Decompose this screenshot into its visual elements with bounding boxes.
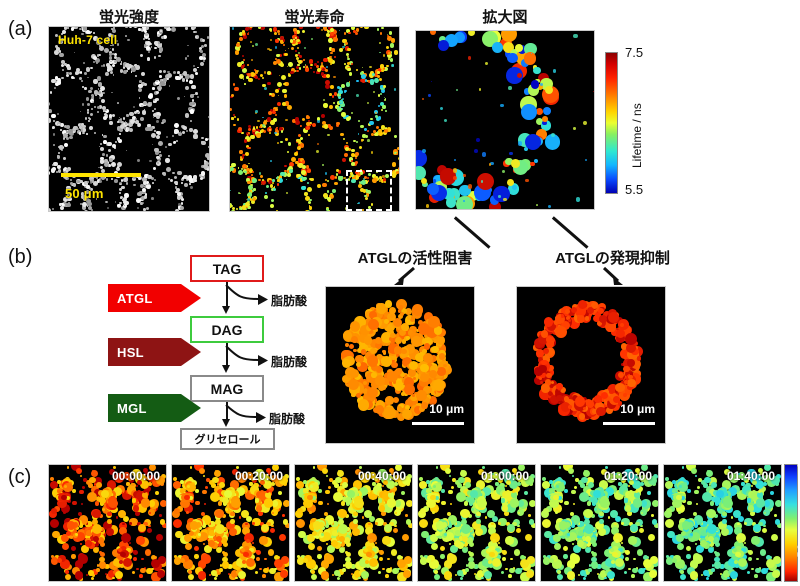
timestamp-0: 00:00:00	[111, 469, 160, 483]
byproduct-label-1: 脂肪酸	[271, 294, 308, 308]
scale-bar-label-b1: 10 μm	[429, 402, 464, 416]
enzyme-atgl: ATGL	[108, 284, 201, 312]
timestamp-3: 01:00:00	[480, 469, 529, 483]
node-dag: DAG	[190, 316, 264, 343]
byproduct-label-3: 脂肪酸	[269, 412, 306, 426]
arrow-mag-glycerol-head	[222, 419, 230, 427]
scale-bar-line-b2	[603, 422, 655, 425]
colorbar-c-bottom-label: 7.2	[796, 544, 800, 557]
leader-line-left	[454, 216, 491, 249]
branch-arrow-1	[225, 284, 268, 305]
arrow-tag-dag-shaft	[226, 282, 228, 308]
timelapse-frame-4: 01:20:00	[540, 464, 659, 582]
panel-b-image-title-2: ATGLの発現抑制	[555, 250, 670, 267]
atgl-knockdown-image: 10 μm	[516, 286, 666, 444]
timelapse-frame-5: 01:40:00	[663, 464, 782, 582]
timelapse-frame-1: 00:20:00	[171, 464, 290, 582]
timestamp-4: 01:20:00	[603, 469, 652, 483]
enzyme-hsl-label: HSL	[108, 338, 181, 366]
scale-bar-line-b1	[412, 422, 464, 425]
scale-bar-label-b2: 10 μm	[620, 402, 655, 416]
panel-a-title-lifetime: 蛍光寿命	[284, 9, 345, 26]
arrow-dag-mag-shaft	[226, 343, 228, 367]
panel-b-image-title-1: ATGLの活性阻害	[357, 250, 473, 267]
timelapse-frame-2: 00:40:00	[294, 464, 413, 582]
byproduct-label-2: 脂肪酸	[271, 355, 308, 369]
arrow-dag-mag-head	[222, 365, 230, 373]
enzyme-mgl-label: MGL	[108, 394, 181, 422]
colorbar-a-title: Lifetime / ns	[630, 103, 644, 168]
panel-b-letter: (b)	[8, 246, 33, 268]
scale-bar-line	[61, 173, 141, 177]
leader-line-right	[552, 216, 589, 249]
timelapse-frame-0: 00:00:00	[48, 464, 167, 582]
atgl-inhibition-image: 10 μm	[325, 286, 475, 444]
node-tag: TAG	[190, 255, 264, 282]
colorbar-a-min-label: 5.5	[625, 182, 644, 197]
colorbar-a-max-label: 7.5	[625, 45, 644, 60]
branch-arrow-3	[225, 404, 266, 423]
node-mag: MAG	[190, 375, 264, 402]
panel-a-title-zoom: 拡大図	[482, 9, 528, 26]
enzyme-mgl: MGL	[108, 394, 201, 422]
arrow-mag-glycerol-shaft	[226, 402, 228, 420]
fluorescence-lifetime-image	[229, 26, 400, 212]
arrow-tag-dag-head	[222, 306, 230, 314]
down-arrow-right	[602, 266, 623, 285]
colorbar-panel-a	[605, 52, 618, 194]
node-glycerol: グリセロール	[180, 428, 275, 450]
fluorescence-intensity-image: Huh-7 cell 50 μm	[48, 26, 210, 212]
panel-c-letter: (c)	[8, 466, 32, 488]
timelapse-frame-3: 01:00:00	[417, 464, 536, 582]
zoom-region-box	[346, 170, 392, 211]
colorbar-c-top-label: 5.2	[796, 454, 800, 467]
timestamp-2: 00:40:00	[357, 469, 406, 483]
panel-a-title-intensity: 蛍光強度	[98, 9, 159, 26]
branch-arrow-2	[225, 345, 268, 366]
timestamp-5: 01:40:00	[726, 469, 775, 483]
enzyme-hsl: HSL	[108, 338, 201, 366]
magnified-lifetime-image	[415, 30, 595, 210]
panel-a-letter: (a)	[8, 18, 33, 40]
scale-bar-label: 50 μm	[65, 186, 104, 201]
colorbar-panel-c: 5.2 7.2	[784, 454, 800, 582]
timestamp-1: 00:20:00	[234, 469, 283, 483]
enzyme-atgl-label: ATGL	[108, 284, 181, 312]
cell-label: Huh-7 cell	[58, 33, 118, 47]
down-arrow-left	[394, 266, 415, 285]
